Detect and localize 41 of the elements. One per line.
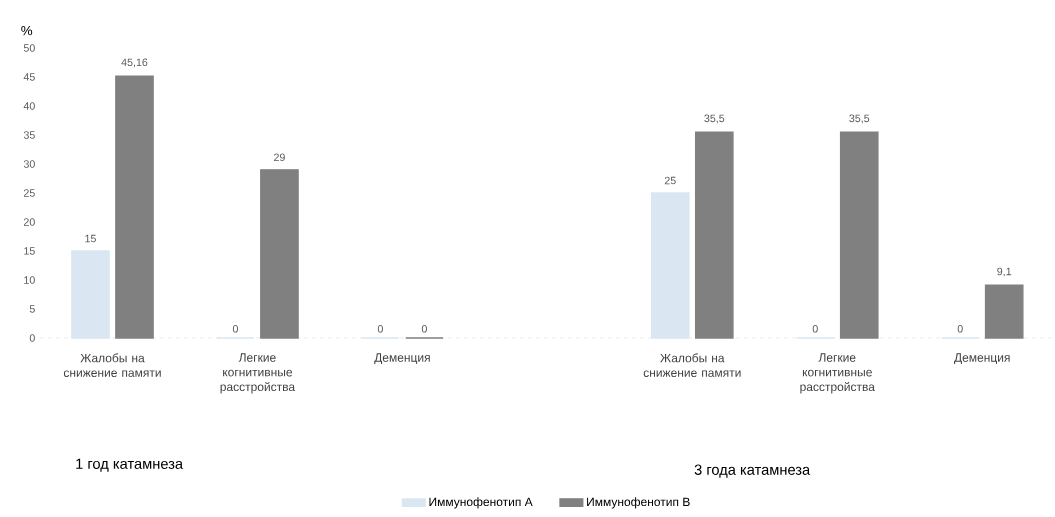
y-tick-label: 30 [23, 160, 35, 168]
y-axis-title: % [21, 25, 33, 36]
x-tick-label: Легкие когнитивные расстройства [800, 353, 875, 394]
legend-label: Иммунофенотип А [429, 497, 533, 509]
bar [71, 250, 110, 339]
x-tick-label: Деменция [954, 353, 1010, 365]
bar [650, 192, 690, 339]
y-tick-label: 25 [23, 189, 35, 197]
data-label: 0 [421, 325, 427, 333]
y-tick-label: 0 [29, 334, 35, 342]
y-tick-label: 35 [23, 131, 35, 139]
data-label: 29 [274, 153, 285, 162]
y-tick-label: 40 [23, 102, 35, 110]
y-tick-label: 20 [23, 218, 35, 226]
legend-label: Иммунофенотип В [587, 497, 690, 509]
y-tick-label: 5 [29, 305, 35, 313]
y-tick-label: 50 [23, 44, 35, 52]
data-label: 0 [957, 325, 963, 333]
data-label: 45,16 [121, 58, 148, 68]
bar [984, 284, 1024, 339]
data-label: 9,1 [997, 267, 1012, 277]
x-tick-label: Жалобы на снижение памяти [63, 353, 161, 377]
bar [694, 131, 734, 339]
x-tick-label: Деменция [374, 353, 430, 365]
y-tick-label: 15 [24, 247, 35, 255]
bar [839, 131, 879, 339]
bar [115, 75, 154, 339]
x-tick-label: Жалобы на снижение памяти [643, 353, 741, 377]
x-tick-label: Легкие когнитивные расстройства [220, 353, 296, 394]
data-label: 35,5 [849, 114, 870, 124]
data-label: 0 [377, 325, 383, 333]
data-label: 15 [85, 234, 96, 243]
data-label: 0 [232, 325, 238, 333]
y-tick-label: 10 [24, 276, 35, 284]
bar [260, 169, 299, 339]
text: 3 года катамнеза [694, 464, 811, 478]
data-label: 25 [664, 176, 676, 185]
y-tick-label: 45 [23, 73, 35, 81]
data-label: 0 [812, 325, 818, 333]
data-label: 35,5 [704, 114, 725, 124]
text: 1 год катамнеза [76, 458, 184, 472]
